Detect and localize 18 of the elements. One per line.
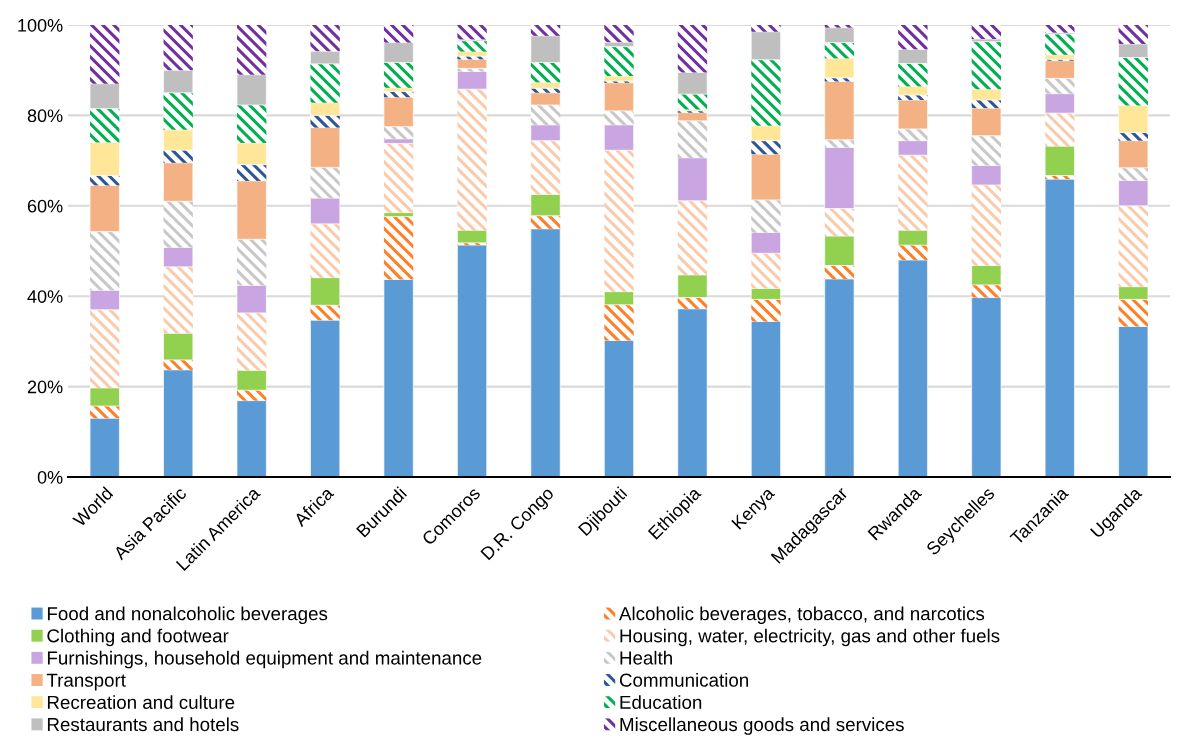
legend-label: Food and nonalcoholic beverages xyxy=(47,606,328,625)
legend-label: Restaurants and hotels xyxy=(47,717,239,732)
legend-label: Furnishings, household equipment and maintenance xyxy=(47,650,482,669)
y-tick-label: 20% xyxy=(27,380,63,394)
legend-label: Health xyxy=(620,650,672,665)
y-tick-label: 0% xyxy=(37,470,63,484)
legend-label: Clothing and footwear xyxy=(47,628,229,647)
y-tick-label: 80% xyxy=(27,109,63,123)
legend-label: Recreation and culture xyxy=(47,695,235,709)
y-tick-label: 100% xyxy=(18,18,63,32)
legend-label: Housing, water, electricity, gas and other fuels xyxy=(620,628,1000,647)
legend-label: Miscellaneous goods and services xyxy=(620,717,904,735)
legend-label: Alcoholic beverages, tobacco, and narcotics xyxy=(619,606,985,625)
y-tick-label: 40% xyxy=(27,290,63,303)
legend-label: Communication xyxy=(619,673,749,687)
legend-label: Transport xyxy=(46,673,126,691)
legend-label: Education xyxy=(620,695,702,709)
y-tick-label: 60% xyxy=(27,199,63,213)
